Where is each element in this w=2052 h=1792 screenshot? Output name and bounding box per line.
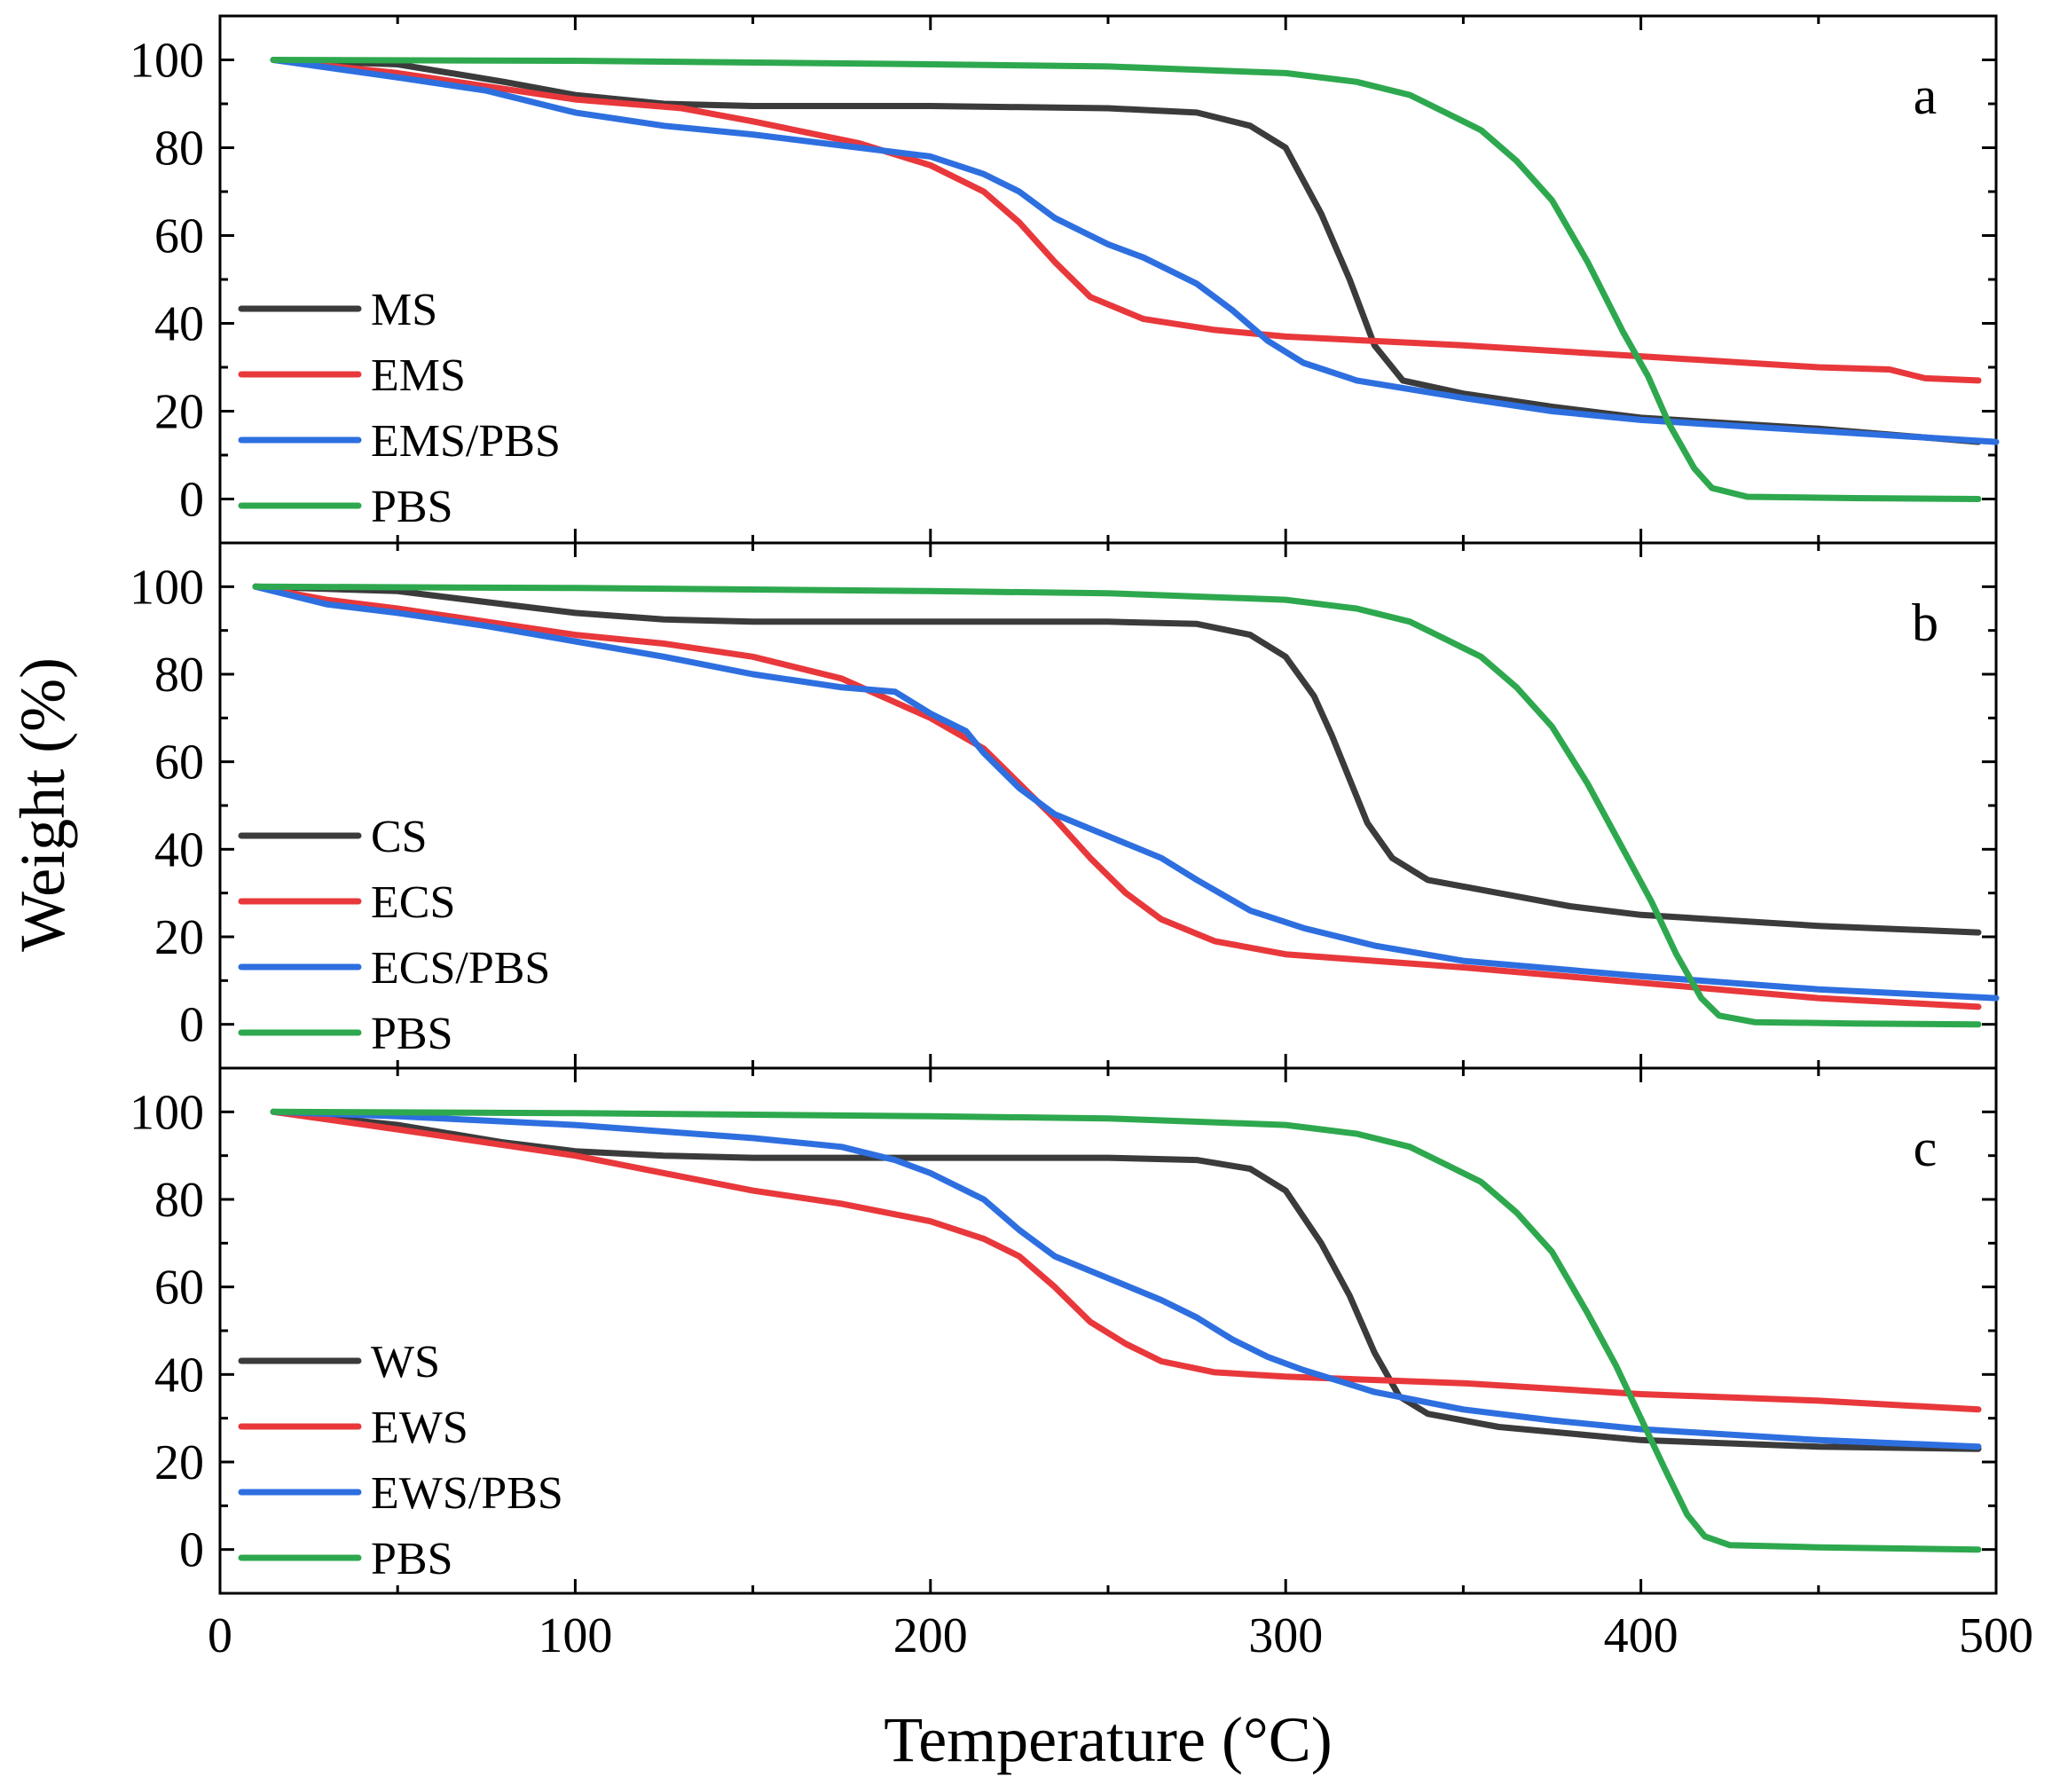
panel-c: 0 20 40 60 80 100 WS EWS EWS/PBS PBS c xyxy=(130,1066,1998,1595)
series-line-ms xyxy=(270,57,1982,445)
y-tick-label: 0 xyxy=(179,473,204,528)
legend-label: EMS/PBS xyxy=(371,416,561,467)
y-tick-label: 80 xyxy=(154,122,204,177)
legend-label: ECS/PBS xyxy=(371,943,550,994)
series-line-ews-pbs xyxy=(270,1108,1982,1450)
y-tick-label: 20 xyxy=(154,910,204,965)
series-line-ems xyxy=(270,57,1982,384)
y-tick-label: 80 xyxy=(154,1173,204,1228)
y-tick-label: 60 xyxy=(154,1261,204,1316)
x-tick-label: 0 xyxy=(208,1608,232,1663)
series-line-ems-pbs xyxy=(270,57,2000,445)
y-tick-label: 40 xyxy=(154,822,204,877)
y-axis-title: Weight (%) xyxy=(7,657,78,952)
x-tick-label: 200 xyxy=(893,1608,968,1663)
series-line-cs xyxy=(252,583,1982,936)
legend-label: EMS xyxy=(371,350,466,401)
panel-tag-label: a xyxy=(1914,67,1938,125)
legend-label: EWS xyxy=(371,1403,468,1453)
series-line-pbs xyxy=(270,57,1982,502)
y-tick-label: 40 xyxy=(154,1348,204,1403)
x-tick-label: 400 xyxy=(1604,1608,1679,1663)
x-axis-title: Temperature (°C) xyxy=(884,1704,1333,1775)
x-tick-label: 300 xyxy=(1248,1608,1323,1663)
panel-tag-label: b xyxy=(1912,593,1938,652)
y-tick-label: 0 xyxy=(179,998,204,1053)
series-line-pbs xyxy=(252,583,1982,1028)
x-tick-label: 500 xyxy=(1959,1608,2033,1663)
legend-label: PBS xyxy=(371,1009,453,1059)
y-tick-label: 20 xyxy=(154,1435,204,1490)
x-tick-label: 100 xyxy=(538,1608,612,1663)
y-tick-label: 100 xyxy=(130,1085,204,1140)
y-tick-label: 20 xyxy=(154,385,204,440)
legend-label: ECS xyxy=(371,877,455,928)
y-tick-label: 0 xyxy=(179,1523,204,1578)
series-line-ecs xyxy=(252,583,1982,1010)
panel-b: 0 20 40 60 80 100 CS ECS ECS/PBS PBS b xyxy=(130,541,2000,1070)
panel-tag-label: c xyxy=(1914,1119,1938,1177)
y-tick-label: 60 xyxy=(154,735,204,790)
legend-label: PBS xyxy=(371,1534,453,1584)
series-line-ecs-pbs xyxy=(252,583,2000,1002)
legend-label: MS xyxy=(371,285,437,335)
legend-label: WS xyxy=(371,1337,440,1387)
legend-label: CS xyxy=(371,812,428,862)
y-tick-label: 80 xyxy=(154,648,204,703)
legend-label: PBS xyxy=(371,482,453,532)
y-tick-label: 40 xyxy=(154,297,204,352)
panel-a: 0 20 40 60 80 100 MS EMS EMS/PBS PBS a xyxy=(130,14,2000,545)
legend-label: EWS/PBS xyxy=(371,1468,563,1519)
series-line-ws xyxy=(270,1108,1982,1452)
y-tick-label: 60 xyxy=(154,209,204,264)
y-tick-label: 100 xyxy=(130,34,204,89)
series-line-ews xyxy=(270,1108,1982,1413)
y-tick-label: 100 xyxy=(130,560,204,615)
series-line-pbs xyxy=(270,1108,1982,1553)
